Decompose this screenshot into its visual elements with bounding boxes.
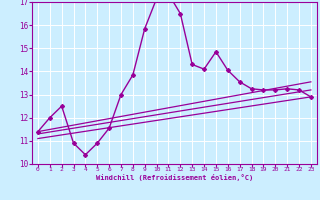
- X-axis label: Windchill (Refroidissement éolien,°C): Windchill (Refroidissement éolien,°C): [96, 174, 253, 181]
